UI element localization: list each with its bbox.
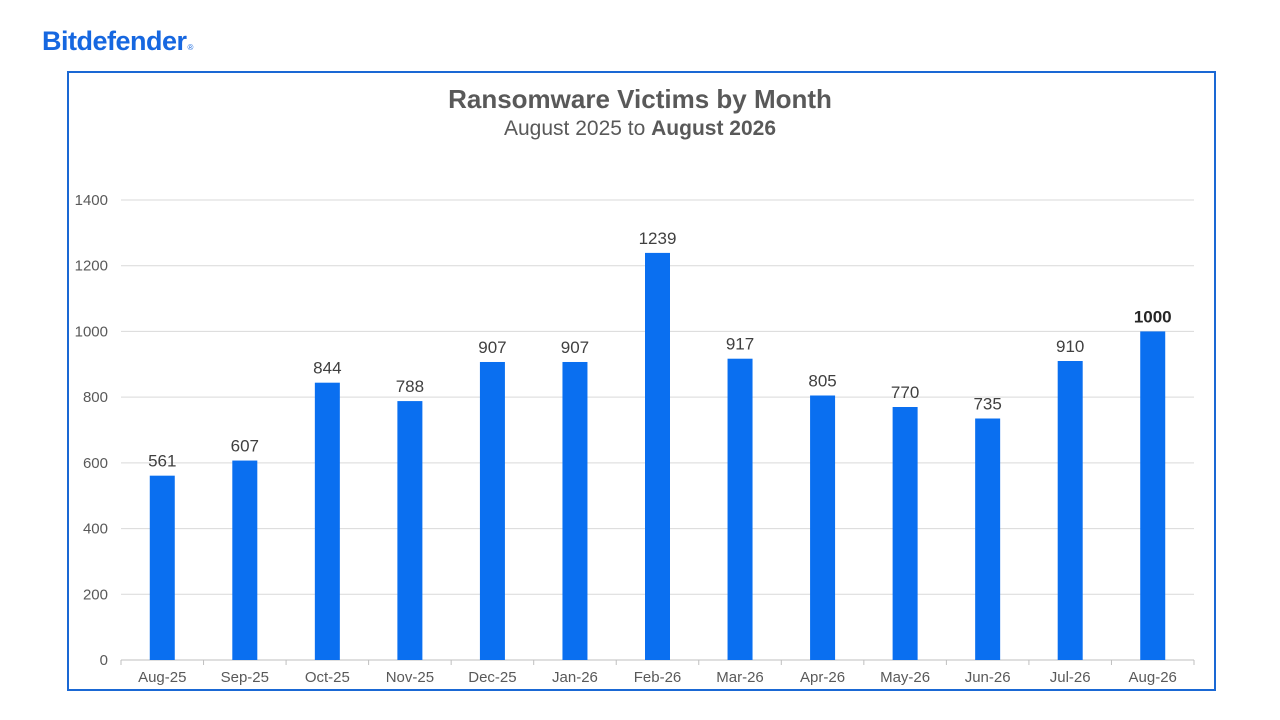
x-tick-label: Jun-26 <box>965 669 1011 686</box>
data-label: 735 <box>973 395 1001 414</box>
bar-Mar-26 <box>727 358 753 660</box>
y-tick-label: 800 <box>83 389 108 406</box>
x-tick-label: Jul-26 <box>1050 669 1091 686</box>
x-tick-label: Nov-25 <box>386 669 434 686</box>
labels: 0 200 400 600 800 1000 1200 1400 561 Aug-25 607 Sep… <box>75 192 1177 686</box>
data-label: 561 <box>148 452 176 471</box>
x-tick-label: Mar-26 <box>716 669 764 686</box>
subtitle-bold: August 2026 <box>651 117 776 140</box>
x-tick-label: Feb-26 <box>634 669 682 686</box>
bar-Feb-26 <box>645 252 670 660</box>
y-tick-label: 600 <box>83 455 108 472</box>
data-label: 1000 <box>1134 307 1172 326</box>
bar-Jul-26 <box>1057 361 1083 660</box>
bar-Jun-26 <box>975 418 1001 660</box>
x-tick-label: Jan-26 <box>552 669 598 686</box>
data-label: 907 <box>478 338 506 357</box>
data-label: 910 <box>1056 337 1084 356</box>
logo-text: Bitdefender <box>42 26 187 56</box>
x-tick-label: May-26 <box>880 669 930 686</box>
bar-May-26 <box>892 407 918 660</box>
axes <box>120 659 1195 665</box>
bar-Aug-25 <box>149 475 175 660</box>
x-tick-label: Aug-26 <box>1129 669 1177 686</box>
bars <box>149 252 1166 660</box>
data-label: 1239 <box>639 229 677 248</box>
data-label: 907 <box>561 338 589 357</box>
subtitle-prefix: August 2025 to <box>504 117 652 140</box>
data-label: 917 <box>726 335 754 354</box>
chart-subtitle: August 2025 to August 2026 <box>0 117 1280 141</box>
bar-Aug-26 <box>1140 331 1166 660</box>
x-tick-label: Oct-25 <box>305 669 350 686</box>
registered-mark: ® <box>187 43 194 52</box>
y-tick-label: 1400 <box>75 192 108 209</box>
y-tick-label: 200 <box>83 586 108 603</box>
bar-Sep-25 <box>232 460 258 660</box>
data-label: 844 <box>313 359 341 378</box>
x-tick-label: Dec-25 <box>468 669 516 686</box>
data-label: 607 <box>231 437 259 456</box>
data-label: 805 <box>808 372 836 391</box>
y-tick-label: 1000 <box>75 323 108 340</box>
bar-Apr-26 <box>810 395 836 660</box>
x-tick-label: Apr-26 <box>800 669 845 686</box>
x-tick-label: Sep-25 <box>221 669 269 686</box>
x-tick-label: Aug-25 <box>138 669 186 686</box>
y-tick-label: 1200 <box>75 258 108 275</box>
data-label: 788 <box>396 377 424 396</box>
chart-title: Ransomware Victims by Month <box>448 84 832 114</box>
y-tick-label: 0 <box>100 652 108 669</box>
y-tick-label: 400 <box>83 521 108 538</box>
data-label: 770 <box>891 383 919 402</box>
bar-Dec-25 <box>479 361 505 660</box>
bar-Jan-26 <box>562 361 588 660</box>
chart-frame <box>67 71 1216 691</box>
bitdefender-logo: Bitdefender® <box>42 26 193 57</box>
bar-Nov-25 <box>397 401 423 660</box>
bar-Oct-25 <box>314 382 340 660</box>
